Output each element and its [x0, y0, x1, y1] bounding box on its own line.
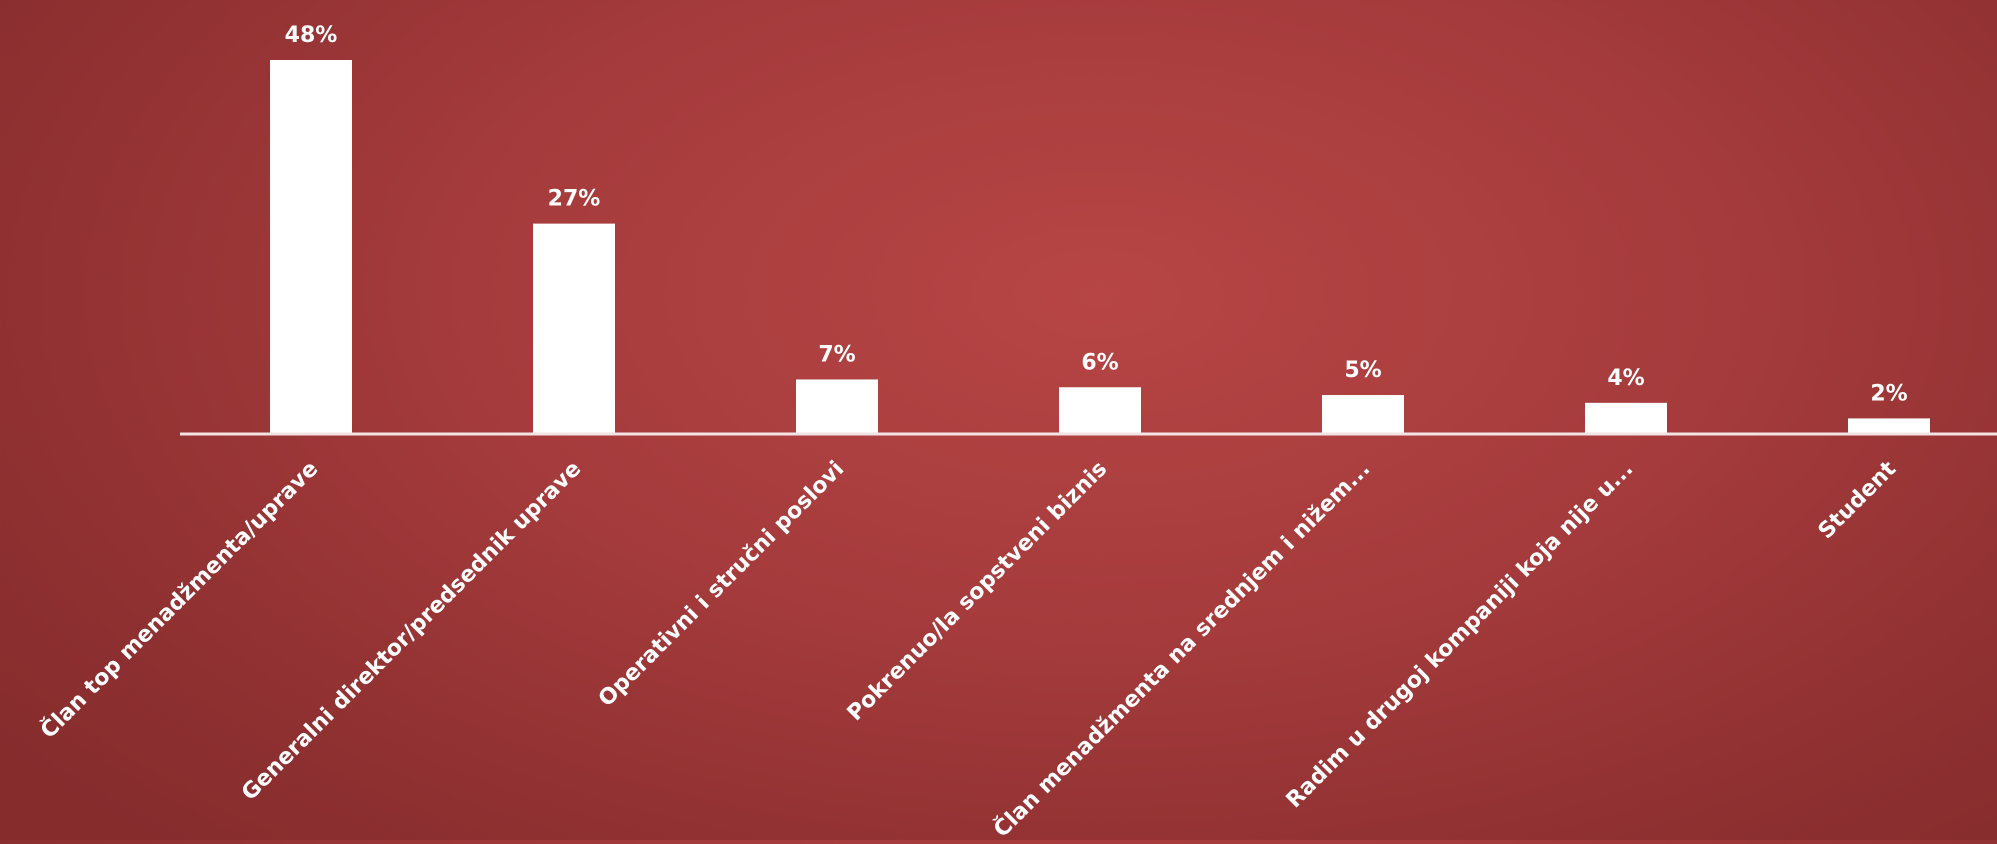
data-labels-group: 48% 27% 7% 6% 5% 4% 2% — [285, 23, 1908, 406]
category-label: Član top menadžmenta/uprave — [35, 456, 323, 744]
bar — [1059, 387, 1141, 434]
category-label: Student — [1814, 456, 1902, 544]
bar — [796, 379, 878, 434]
data-label: 7% — [818, 342, 855, 367]
bar — [1848, 418, 1930, 434]
data-label: 48% — [285, 23, 338, 48]
data-label: 6% — [1081, 350, 1118, 375]
data-label: 4% — [1607, 366, 1644, 391]
bars-group — [270, 60, 1930, 434]
bar — [533, 223, 615, 434]
data-label: 5% — [1344, 358, 1381, 383]
category-label: Pokrenuo/la sopstveni biznis — [843, 457, 1113, 727]
data-label: 27% — [548, 187, 601, 212]
category-label: Operativni i stručni poslovi — [594, 457, 849, 712]
category-label: Generalni direktor/predsednik uprave — [237, 457, 586, 806]
data-label: 2% — [1870, 381, 1907, 406]
bar — [270, 60, 352, 434]
bar — [1585, 402, 1667, 434]
bar — [1322, 395, 1404, 434]
